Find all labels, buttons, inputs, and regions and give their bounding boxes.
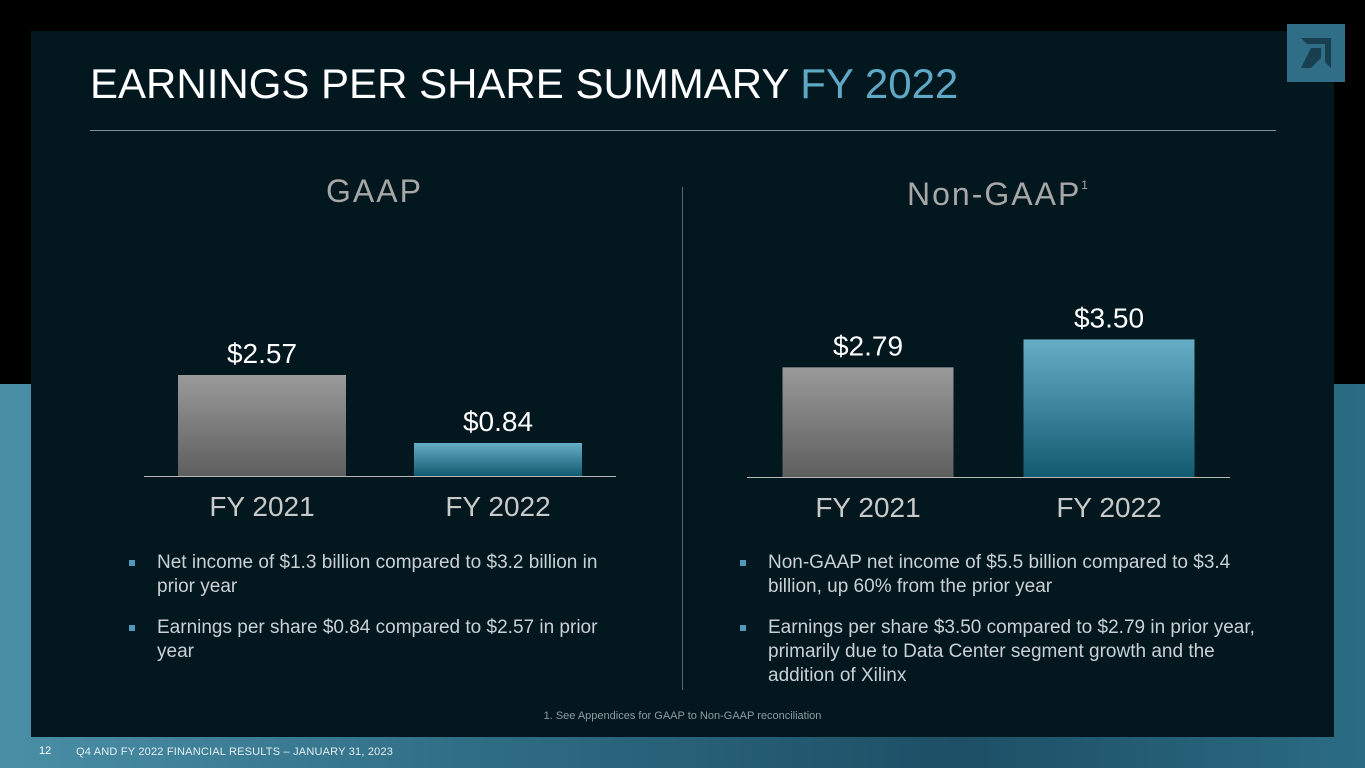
column-divider [682,187,683,690]
gaap-bullet-list: Net income of $1.3 billion compared to $… [125,551,630,681]
non-gaap-heading: Non-GAAP1 [907,176,1088,213]
page-number: 12 [39,745,52,757]
category-label: FY 2022 [445,491,550,522]
non-gaap-bullet-item: Non-GAAP net income of $5.5 billion comp… [736,551,1261,599]
non-gaap-eps-chart: $2.79 FY 2021 $3.50 FY 2022 [747,302,1230,523]
footnote-marker: 1 [1081,178,1088,193]
bar-value-label: $2.57 [227,338,297,369]
title-main: EARNINGS PER SHARE SUMMARY [90,60,789,107]
non-gaap-bullet-item: Earnings per share $3.50 compared to $2.… [736,616,1261,688]
bar-fy-2022 [1023,339,1195,477]
bar-fy-2022 [414,442,582,476]
footer-text: Q4 AND FY 2022 FINANCIAL RESULTS – JANUA… [76,746,394,758]
bar-value-label: $0.84 [463,406,533,437]
page-title: EARNINGS PER SHARE SUMMARY FY 2022 [90,60,958,108]
bar-value-label: $2.79 [833,330,903,361]
category-label: FY 2021 [815,492,920,523]
gaap-bullet-item: Net income of $1.3 billion compared to $… [125,551,630,599]
category-label: FY 2021 [209,491,314,522]
amd-arrow-logo-icon [1287,24,1345,82]
title-accent: FY 2022 [800,60,959,107]
bar-value-label: $3.50 [1074,302,1144,333]
non-gaap-heading-text: Non-GAAP [907,176,1082,212]
footnote: 1. See Appendices for GAAP to Non-GAAP r… [543,710,822,722]
gaap-heading: GAAP [326,173,423,209]
gaap-bullet-item: Earnings per share $0.84 compared to $2.… [125,616,630,664]
category-label: FY 2022 [1056,492,1161,523]
bar-fy-2021 [782,367,954,477]
non-gaap-bullet-list: Non-GAAP net income of $5.5 billion comp… [736,551,1261,705]
gaap-eps-chart: $2.57 FY 2021 $0.84 FY 2022 [144,338,616,522]
title-divider [90,130,1276,131]
bar-fy-2021 [178,374,346,476]
